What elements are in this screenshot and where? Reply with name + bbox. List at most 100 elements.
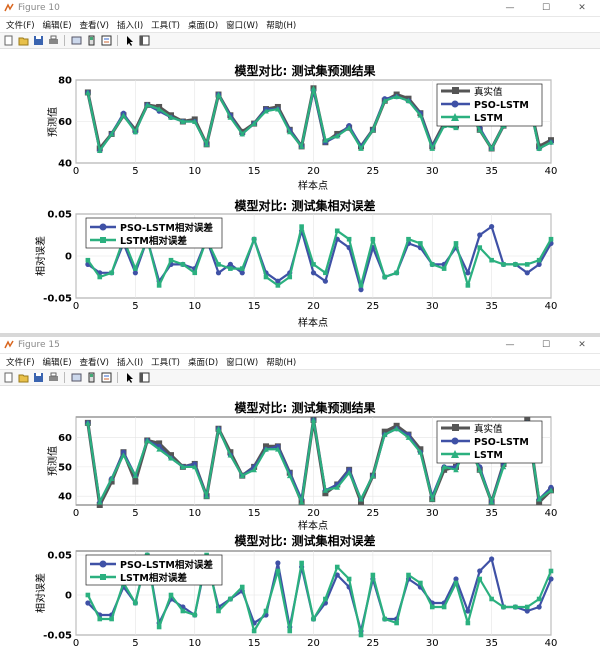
menu-view[interactable]: 查看(V) xyxy=(79,20,109,31)
y-tick-label: 0 xyxy=(65,591,72,602)
legend-pso-marker xyxy=(451,100,459,108)
data-point-lstm xyxy=(132,129,139,135)
x-tick-label: 15 xyxy=(248,166,261,177)
data-point-lstm xyxy=(180,118,186,124)
x-tick-label: 0 xyxy=(73,638,79,649)
property-inspector-icon[interactable] xyxy=(138,35,150,47)
data-point-lstm xyxy=(227,114,234,120)
legend-icon[interactable] xyxy=(100,35,112,47)
data-point-pso-error xyxy=(465,608,471,614)
data-point-lstm xyxy=(108,475,115,481)
data-point-lstm-error xyxy=(263,608,269,614)
menu-help[interactable]: 帮助(H) xyxy=(266,357,297,368)
data-point-lstm xyxy=(180,464,186,470)
bottom-series xyxy=(85,224,554,293)
top-plot-title: 模型对比: 测试集预测结果 xyxy=(235,63,376,78)
menu-edit[interactable]: 编辑(E) xyxy=(42,20,72,31)
minimize-button[interactable]: — xyxy=(505,3,515,13)
data-point-lstm-error xyxy=(311,616,316,622)
menu-tools[interactable]: 工具(T) xyxy=(151,20,180,31)
menu-edit[interactable]: 编辑(E) xyxy=(42,357,72,368)
legend-icon[interactable] xyxy=(100,372,112,384)
print-icon[interactable] xyxy=(47,372,59,384)
x-tick-label: 20 xyxy=(307,166,320,177)
link-icon[interactable] xyxy=(70,35,82,47)
data-point-lstm xyxy=(476,467,483,473)
legend-lstm-error-marker xyxy=(100,574,106,580)
pointer-icon[interactable] xyxy=(123,35,135,47)
data-point-lstm xyxy=(120,452,127,458)
data-point-lstm xyxy=(500,464,507,470)
title-bar[interactable]: Figure 10 — ☐ ✕ xyxy=(0,0,600,17)
data-point-lstm xyxy=(393,425,400,432)
data-point-lstm-error xyxy=(168,592,174,598)
y-tick-label: 60 xyxy=(58,117,72,128)
x-tick-label: 10 xyxy=(188,301,201,312)
bottom-legend[interactable]: PSO-LSTM相对误差 LSTM相对误差 xyxy=(85,217,223,249)
menu-window[interactable]: 窗口(W) xyxy=(226,357,259,368)
menu-view[interactable]: 查看(V) xyxy=(79,357,109,368)
data-point-lstm-error xyxy=(334,564,340,570)
menu-bar: 文件(F) 编辑(E) 查看(V) 插入(I) 工具(T) 桌面(D) 窗口(W… xyxy=(0,354,600,369)
data-point-lstm-error xyxy=(370,236,376,242)
data-point-lstm-error xyxy=(453,580,459,586)
data-point-lstm-error xyxy=(168,257,174,263)
save-icon[interactable] xyxy=(32,35,44,47)
legend-pso-marker xyxy=(451,437,459,445)
bottom-y-label: 相对误差 xyxy=(34,573,47,613)
data-point-pso-error xyxy=(477,568,483,574)
bottom-legend[interactable]: PSO-LSTM相对误差 LSTM相对误差 xyxy=(85,554,223,586)
save-icon[interactable] xyxy=(32,372,44,384)
colorbar-icon[interactable] xyxy=(85,35,97,47)
menu-desktop[interactable]: 桌面(D) xyxy=(187,20,219,31)
close-button[interactable]: ✕ xyxy=(578,340,586,350)
link-icon[interactable] xyxy=(70,372,82,384)
data-point-lstm xyxy=(203,141,210,147)
data-point-pso-error xyxy=(275,278,281,284)
top-legend[interactable]: 真实值 PSO-LSTM LSTM xyxy=(436,83,543,127)
pointer-icon[interactable] xyxy=(123,372,135,384)
menu-desktop[interactable]: 桌面(D) xyxy=(187,357,219,368)
minimize-button[interactable]: — xyxy=(505,340,515,350)
x-tick-label: 15 xyxy=(248,638,261,649)
maximize-button[interactable]: ☐ xyxy=(541,3,551,13)
x-tick-label: 5 xyxy=(132,508,138,519)
legend-true-marker xyxy=(452,87,459,94)
print-icon[interactable] xyxy=(47,35,59,47)
menu-window[interactable]: 窗口(W) xyxy=(226,20,259,31)
menu-insert[interactable]: 插入(I) xyxy=(117,20,144,31)
property-inspector-icon[interactable] xyxy=(138,372,150,384)
open-file-icon[interactable] xyxy=(17,372,29,384)
menu-insert[interactable]: 插入(I) xyxy=(117,357,144,368)
data-point-true xyxy=(132,478,139,485)
toolbar-separator xyxy=(117,35,118,46)
data-point-pso-error xyxy=(334,572,340,578)
y-tick-label: 0.05 xyxy=(47,551,72,562)
data-point-lstm-error xyxy=(358,283,364,288)
data-point-lstm-error xyxy=(133,266,138,271)
data-point-lstm-error xyxy=(156,624,162,630)
data-point-lstm xyxy=(168,455,174,461)
data-point-lstm xyxy=(275,106,281,112)
menu-file[interactable]: 文件(F) xyxy=(6,357,35,368)
data-point-lstm xyxy=(263,108,269,114)
menu-file[interactable]: 文件(F) xyxy=(6,20,35,31)
data-point-lstm xyxy=(548,139,554,145)
menu-help[interactable]: 帮助(H) xyxy=(266,20,297,31)
open-file-icon[interactable] xyxy=(17,35,29,47)
data-point-lstm xyxy=(156,446,162,452)
maximize-button[interactable]: ☐ xyxy=(541,340,551,350)
data-point-pso-error xyxy=(489,224,495,230)
colorbar-icon[interactable] xyxy=(85,372,97,384)
data-point-lstm xyxy=(536,496,542,502)
close-button[interactable]: ✕ xyxy=(578,3,586,13)
menu-tools[interactable]: 工具(T) xyxy=(151,357,180,368)
data-point-lstm-error xyxy=(382,274,388,280)
data-point-lstm xyxy=(96,147,103,153)
top-legend[interactable]: 真实值 PSO-LSTM LSTM xyxy=(436,420,543,464)
legend-true-label: 真实值 xyxy=(474,423,503,435)
new-figure-icon[interactable] xyxy=(2,35,14,47)
title-bar[interactable]: Figure 15 — ☐ ✕ xyxy=(0,337,600,354)
data-point-lstm-error xyxy=(323,270,328,276)
new-figure-icon[interactable] xyxy=(2,372,14,384)
